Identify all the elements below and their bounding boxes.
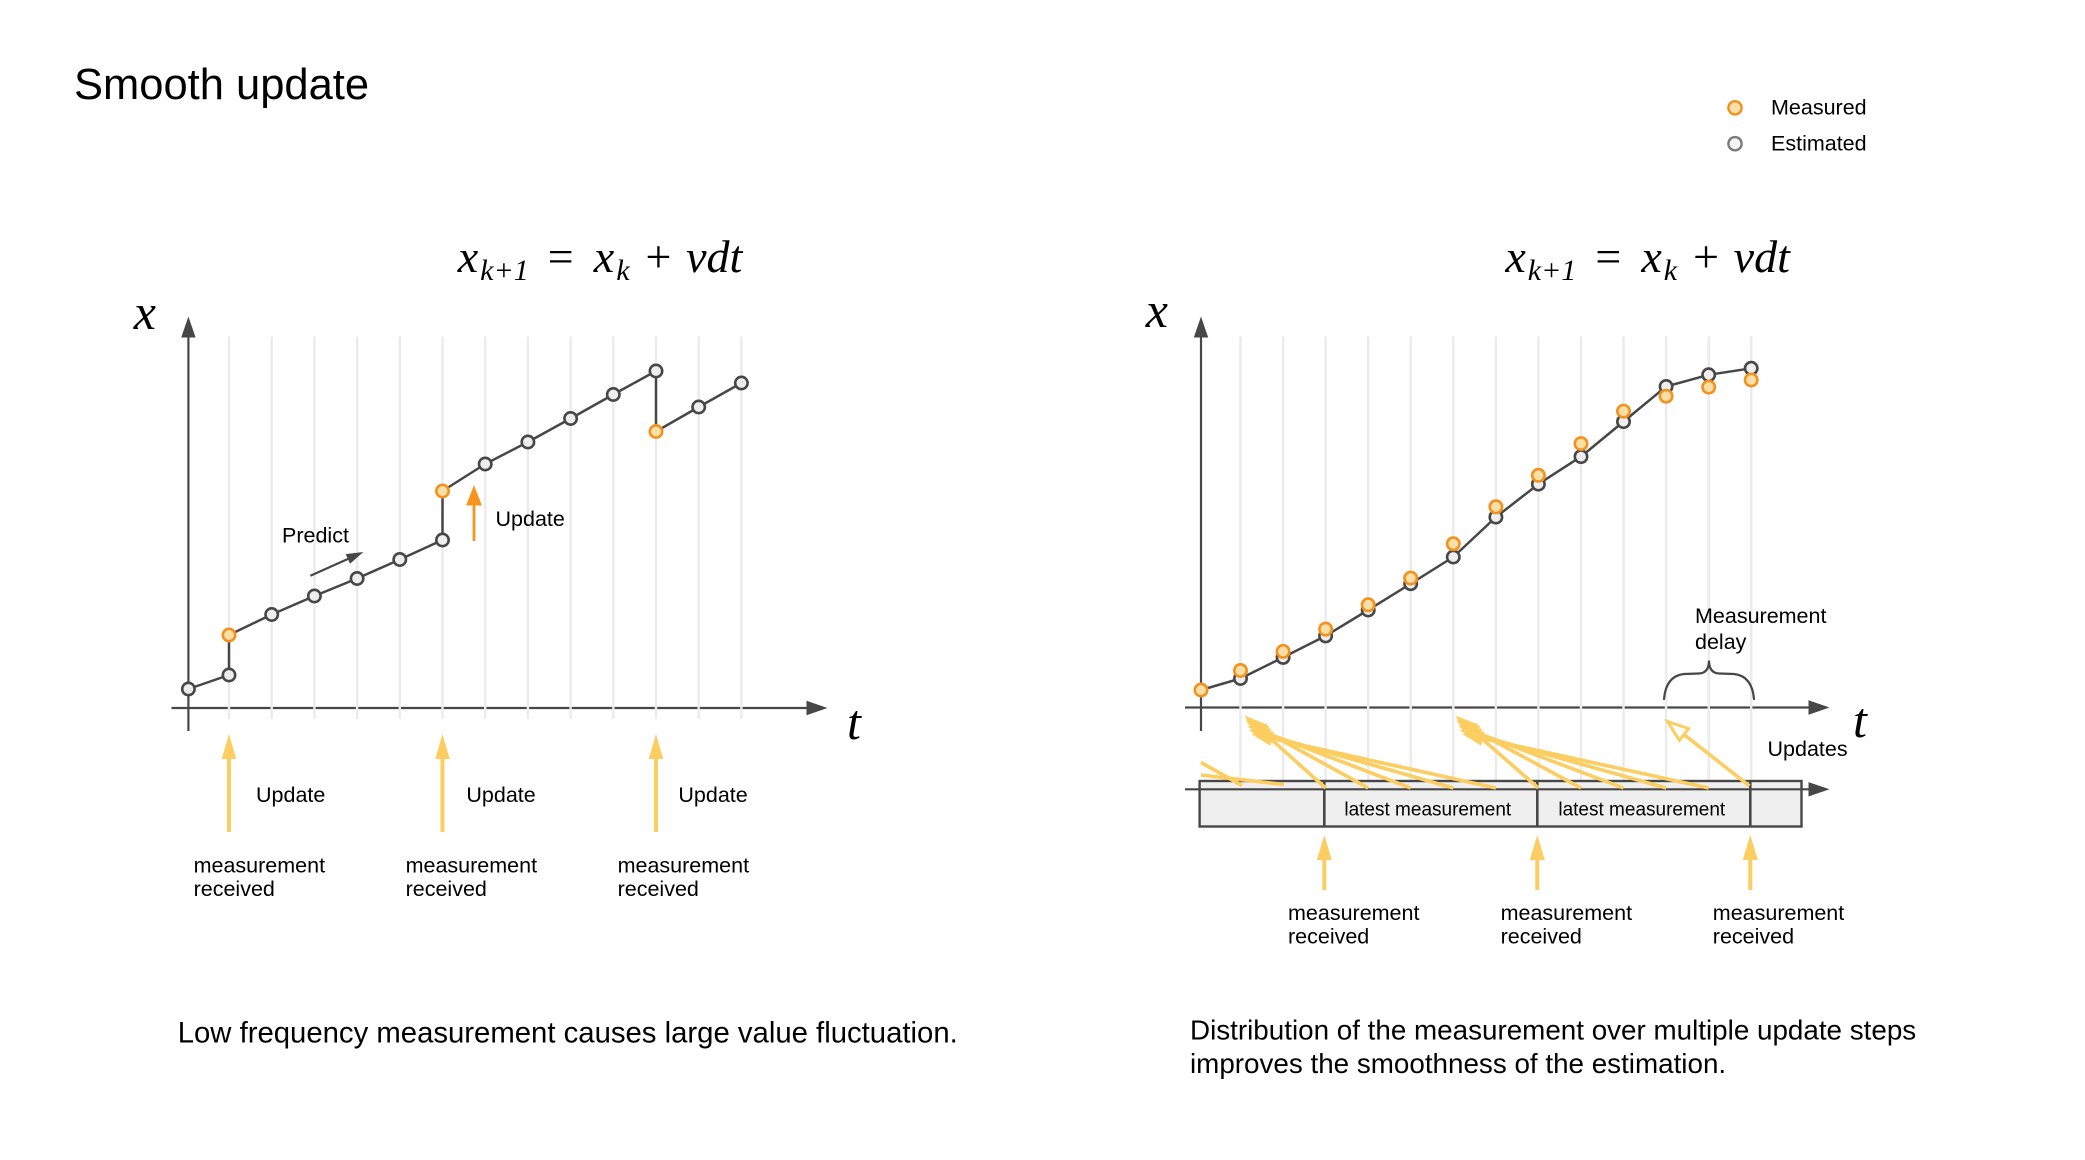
svg-text:t: t [847, 694, 862, 750]
svg-text:received: received [406, 877, 487, 901]
svg-text:latest measurement: latest measurement [1558, 800, 1726, 821]
svg-text:received: received [1501, 925, 1582, 949]
svg-text:Update: Update [496, 507, 565, 531]
svg-text:Distribution of the measuremen: Distribution of the measurement over mul… [1190, 1015, 1916, 1046]
svg-text:measurement: measurement [1713, 901, 1844, 925]
svg-text:Smooth update: Smooth update [74, 61, 369, 109]
svg-text:delay: delay [1695, 630, 1747, 654]
svg-text:Low frequency measurement caus: Low frequency measurement causes large v… [178, 1017, 958, 1050]
svg-text:received: received [618, 877, 699, 901]
svg-text:Update: Update [256, 783, 325, 807]
svg-text:Update: Update [466, 783, 535, 807]
svg-text:t: t [1853, 692, 1868, 748]
svg-text:measurement: measurement [1501, 901, 1632, 925]
svg-text:x: x [133, 284, 156, 340]
svg-text:latest measurement: latest measurement [1344, 800, 1512, 821]
svg-text:x: x [1145, 282, 1168, 338]
svg-text:Updates: Updates [1768, 737, 1848, 761]
svg-text:xk+1=xk+vdt: xk+1 = xk + vdt [457, 231, 744, 287]
svg-text:measurement: measurement [618, 854, 749, 878]
svg-text:improves the smoothness of the: improves the smoothness of the estimatio… [1190, 1048, 1726, 1079]
svg-text:Measurement: Measurement [1695, 604, 1826, 628]
svg-text:measurement: measurement [1288, 901, 1419, 925]
svg-text:Measured: Measured [1771, 96, 1867, 120]
svg-text:received: received [194, 877, 275, 901]
svg-text:received: received [1288, 925, 1369, 949]
svg-text:Update: Update [678, 783, 747, 807]
svg-text:received: received [1713, 925, 1794, 949]
svg-text:Estimated: Estimated [1771, 132, 1867, 156]
svg-text:measurement: measurement [194, 854, 325, 878]
svg-text:Predict: Predict [282, 524, 349, 548]
svg-text:measurement: measurement [406, 854, 537, 878]
